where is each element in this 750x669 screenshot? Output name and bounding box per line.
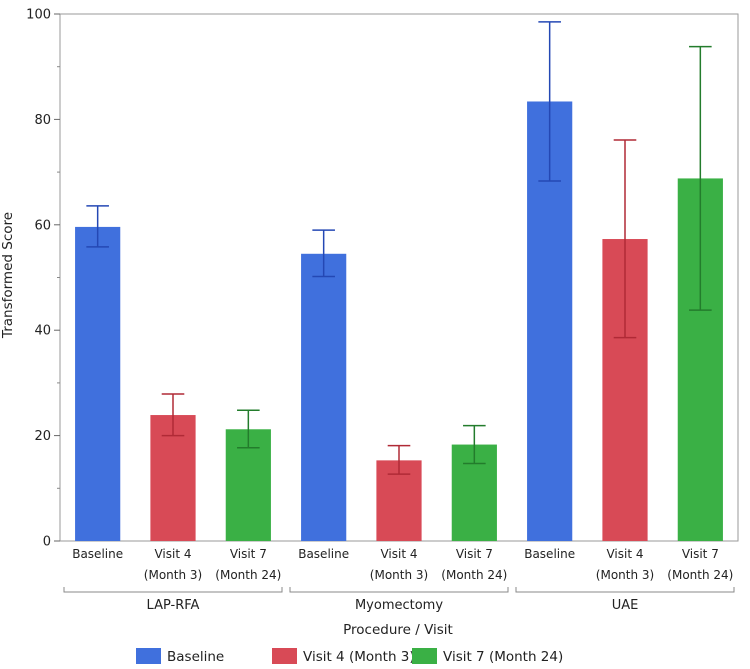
group-label: Myomectomy [355,598,443,613]
legend-label: Visit 7 (Month 24) [443,649,563,665]
y-tick-label: 40 [34,324,51,339]
x-category-label: Visit 7 (Month 24) [667,547,733,582]
y-tick-label: 80 [34,113,51,128]
x-category-label: Baseline [72,547,123,561]
group-bracket [515,587,735,593]
x-category-label: Baseline [298,547,349,561]
legend-swatch [412,648,437,664]
group-label: UAE [612,598,639,613]
x-category-label: Visit 4 (Month 3) [370,547,428,582]
x-category-label: Visit 4 (Month 3) [596,547,654,582]
y-tick-label: 100 [26,8,51,23]
group-label: LAP-RFA [147,598,200,613]
y-tick-label: 60 [34,218,51,233]
bars [75,101,723,542]
bar-myomectomy-1 [301,253,347,541]
legend: Baseline Visit 4 (Month 3) Visit 7 (Month … [136,648,563,665]
legend-label: Visit 4 (Month 3) [303,649,415,665]
x-category-label: Baseline [524,547,575,561]
y-tick-label: 0 [43,535,51,550]
legend-swatch [272,648,297,664]
x-axis-title: Procedure / Visit [343,622,453,638]
x-category-label: Visit 4 (Month 3) [144,547,202,582]
y-tick-label: 20 [34,429,51,444]
y-axis-title: Transformed Score [0,212,16,339]
x-category-label: Visit 7 (Month 24) [215,547,281,582]
legend-label: Baseline [167,649,224,665]
group-bracket [289,587,509,593]
x-axis: Baseline Visit 4 (Month 3) Visit 7 (Month 24… [63,547,735,613]
error-bars [86,21,712,475]
y-axis: 0 20 40 60 80 100 [26,8,60,550]
group-bracket [63,587,283,593]
legend-swatch [136,648,161,664]
bar-lap-rfa-1 [75,226,121,541]
x-category-label: Visit 7 (Month 24) [441,547,507,582]
